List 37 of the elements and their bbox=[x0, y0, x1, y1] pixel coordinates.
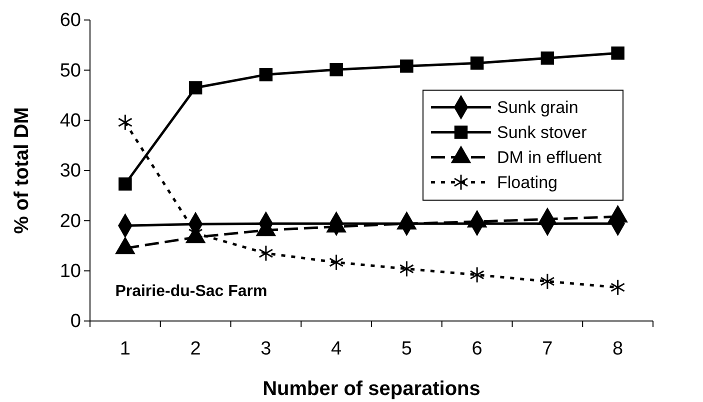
x-tick-label: 2 bbox=[190, 338, 201, 360]
point bbox=[470, 266, 484, 284]
x-axis-title: Number of separations bbox=[262, 378, 480, 400]
x-tick-label: 3 bbox=[260, 338, 272, 360]
point bbox=[399, 260, 414, 278]
x-tick-label: 8 bbox=[612, 338, 624, 360]
point bbox=[330, 63, 343, 76]
point bbox=[258, 244, 274, 262]
annotation: Prairie-du-Sac Farm bbox=[115, 282, 268, 300]
y-tick-label: 40 bbox=[60, 110, 81, 132]
legend-label: Sunk grain bbox=[497, 98, 578, 118]
y-tick-label: 20 bbox=[60, 210, 81, 232]
x-tick-label: 5 bbox=[401, 338, 412, 360]
y-axis-title: % of total DM bbox=[11, 107, 33, 234]
point bbox=[611, 46, 624, 60]
point bbox=[188, 81, 202, 94]
point bbox=[329, 254, 344, 271]
point bbox=[400, 60, 414, 73]
x-tick-label: 7 bbox=[542, 338, 553, 360]
point bbox=[118, 177, 132, 191]
point bbox=[610, 279, 626, 296]
y-tick-label: 0 bbox=[70, 311, 81, 332]
x-tick-label: 1 bbox=[120, 338, 130, 360]
point bbox=[540, 52, 554, 65]
y-tick-label: 60 bbox=[60, 10, 81, 32]
legend-label: Floating bbox=[497, 173, 558, 192]
legend-label: Sunk stover bbox=[497, 123, 588, 142]
point bbox=[118, 114, 132, 131]
y-tick-label: 30 bbox=[60, 160, 81, 182]
y-tick-label: 10 bbox=[60, 260, 81, 282]
y-tick-label: 50 bbox=[60, 60, 81, 82]
point bbox=[259, 68, 273, 82]
point bbox=[470, 56, 484, 70]
legend-label: DM in effluent bbox=[497, 148, 602, 168]
x-tick-label: 4 bbox=[331, 338, 342, 360]
point bbox=[540, 273, 555, 290]
x-tick-label: 6 bbox=[472, 338, 482, 360]
